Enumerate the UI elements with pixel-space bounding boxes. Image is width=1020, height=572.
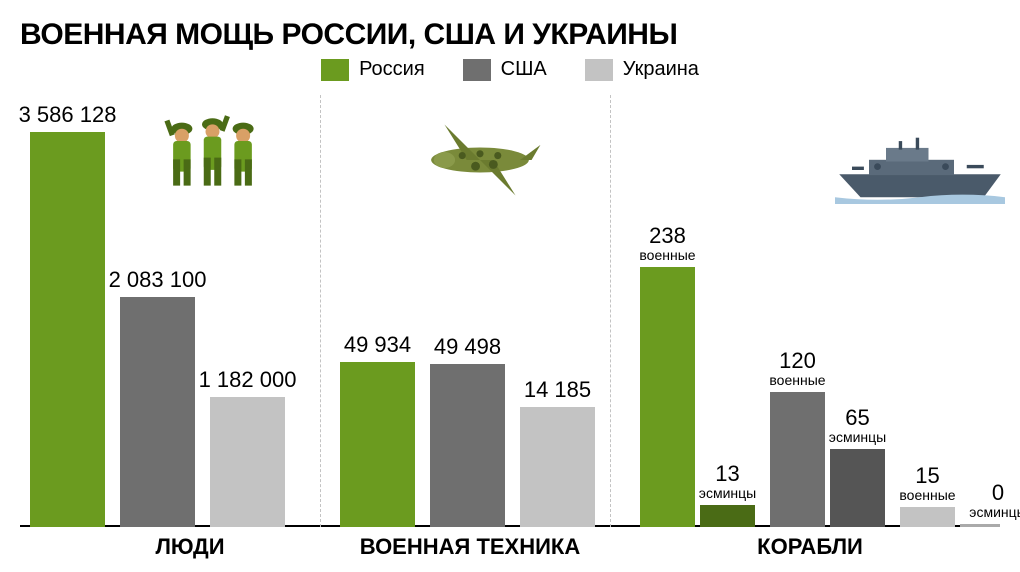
bar-value-label: 14 185 bbox=[505, 377, 610, 403]
chart-title: ВОЕННАЯ МОЩЬ РОССИИ, США И УКРАИНЫ bbox=[20, 18, 677, 52]
bar-value-label: 238военные bbox=[625, 223, 710, 263]
bar-sublabel: военные bbox=[755, 372, 840, 388]
section-label: ВОЕННАЯ ТЕХНИКА bbox=[355, 534, 585, 560]
bar-sublabel: эсминцы bbox=[815, 429, 900, 445]
section-divider bbox=[610, 95, 611, 527]
bar bbox=[30, 132, 105, 527]
soldiers-icon bbox=[160, 110, 265, 205]
bar bbox=[120, 297, 195, 527]
legend-label: Россия bbox=[359, 58, 425, 81]
section-divider bbox=[320, 95, 321, 527]
legend-item: Украина bbox=[585, 58, 699, 81]
legend-swatch bbox=[585, 59, 613, 81]
bar bbox=[520, 407, 595, 527]
legend-item: Россия bbox=[321, 58, 425, 81]
bar bbox=[900, 507, 955, 527]
bar-sublabel: эсминцы bbox=[963, 504, 1020, 520]
bar bbox=[430, 364, 505, 527]
plane-icon bbox=[415, 120, 545, 205]
ship-icon bbox=[835, 135, 1005, 210]
bar bbox=[830, 449, 885, 527]
bar bbox=[700, 505, 755, 527]
bar-value-label: 15военные bbox=[885, 463, 970, 503]
legend: Россия США Украина bbox=[0, 58, 1020, 81]
legend-swatch bbox=[321, 59, 349, 81]
bar-sublabel: эсминцы bbox=[685, 485, 770, 501]
bar-sublabel: военные bbox=[625, 247, 710, 263]
bar-value-label: 1 182 000 bbox=[195, 367, 300, 393]
bar-value-label: 3 586 128 bbox=[15, 102, 120, 128]
legend-swatch bbox=[463, 59, 491, 81]
bar bbox=[960, 524, 1000, 527]
bar-value-label: 0эсминцы bbox=[963, 480, 1020, 520]
chart-area: 3 586 1282 083 1001 182 00049 93449 4981… bbox=[20, 95, 1000, 527]
bar-value-label: 120военные bbox=[755, 348, 840, 388]
legend-label: США bbox=[501, 58, 547, 81]
section-label: ЛЮДИ bbox=[130, 534, 250, 560]
bar-value-label: 65эсминцы bbox=[815, 405, 900, 445]
legend-item: США bbox=[463, 58, 547, 81]
section-label: КОРАБЛИ bbox=[740, 534, 880, 560]
bar-value-label: 13эсминцы bbox=[685, 461, 770, 501]
bar bbox=[210, 397, 285, 527]
bar-value-label: 2 083 100 bbox=[105, 267, 210, 293]
legend-label: Украина bbox=[623, 58, 699, 81]
bar bbox=[340, 362, 415, 527]
bar-sublabel: военные bbox=[885, 487, 970, 503]
bar-value-label: 49 498 bbox=[415, 334, 520, 360]
